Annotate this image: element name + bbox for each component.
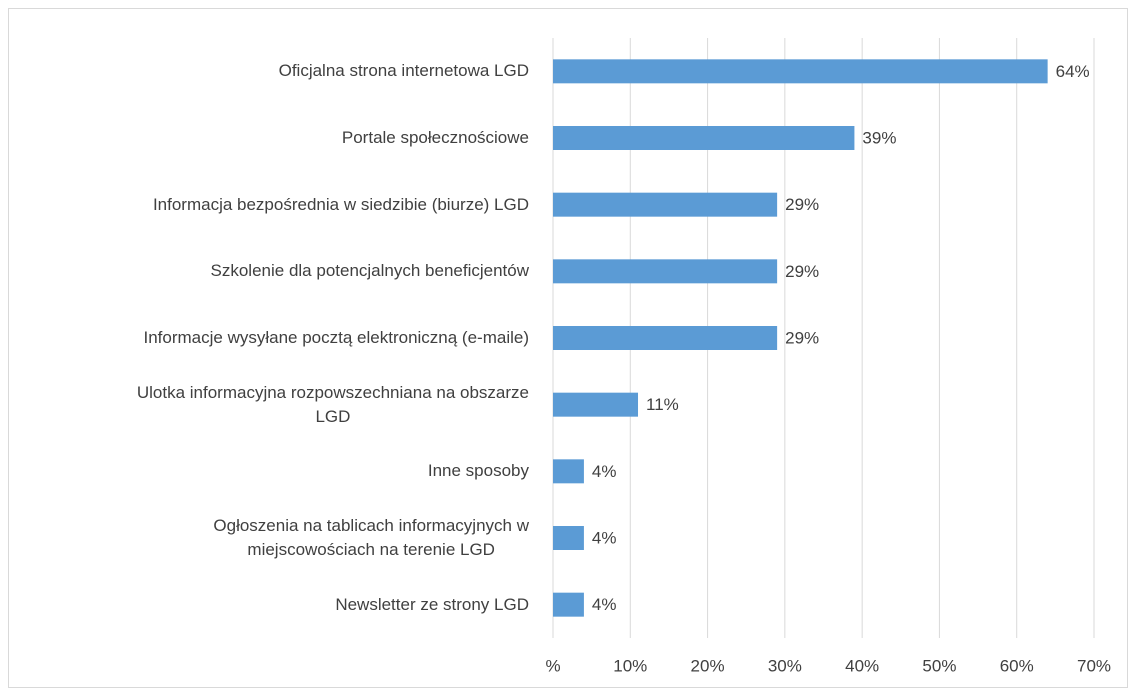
data-label: 4%: [592, 595, 617, 614]
x-tick-label: 60%: [1000, 656, 1034, 675]
bar: [553, 592, 584, 617]
category-label: Newsletter ze strony LGD: [335, 594, 529, 614]
category-label: Oficjalna strona internetowa LGD: [278, 61, 529, 81]
x-tick-label: 50%: [922, 656, 956, 675]
x-tick-label: 40%: [845, 656, 879, 675]
bar: [553, 126, 855, 150]
data-label: 39%: [862, 128, 896, 147]
category-label: Ogłoszenia na tablicach informacyjnych w…: [213, 516, 529, 559]
x-tick-label: %: [545, 656, 560, 675]
data-label: 4%: [592, 528, 617, 547]
x-tick-label: 30%: [768, 656, 802, 675]
category-label: Ulotka informacyjna rozpowszechniana na …: [136, 382, 529, 426]
category-label: Informacje wysyłane pocztą elektroniczną…: [143, 328, 530, 347]
x-tick-label: 10%: [613, 656, 647, 675]
x-tick-label: 70%: [1077, 656, 1111, 675]
data-label: 4%: [592, 462, 617, 481]
bar: [553, 526, 584, 550]
data-label: 29%: [785, 195, 819, 214]
bar: [553, 392, 639, 417]
category-label: Portale społecznościowe: [341, 128, 529, 147]
bar: [553, 59, 1048, 84]
chart-frame: [8, 8, 1128, 688]
data-label: 29%: [785, 262, 819, 281]
category-label: Informacja bezpośrednia w siedzibie (biu…: [152, 194, 529, 214]
bar: [553, 326, 778, 350]
bar: [553, 192, 778, 217]
category-label: Inne sposoby: [427, 461, 529, 481]
x-tick-label: 20%: [691, 656, 725, 675]
data-label: 29%: [785, 328, 819, 347]
bar: [553, 459, 584, 484]
category-label: Szkolenie dla potencjalnych beneficjentó…: [210, 261, 529, 281]
data-label: 64%: [1056, 62, 1090, 81]
data-label: 11%: [646, 395, 679, 414]
bar: [553, 259, 778, 284]
